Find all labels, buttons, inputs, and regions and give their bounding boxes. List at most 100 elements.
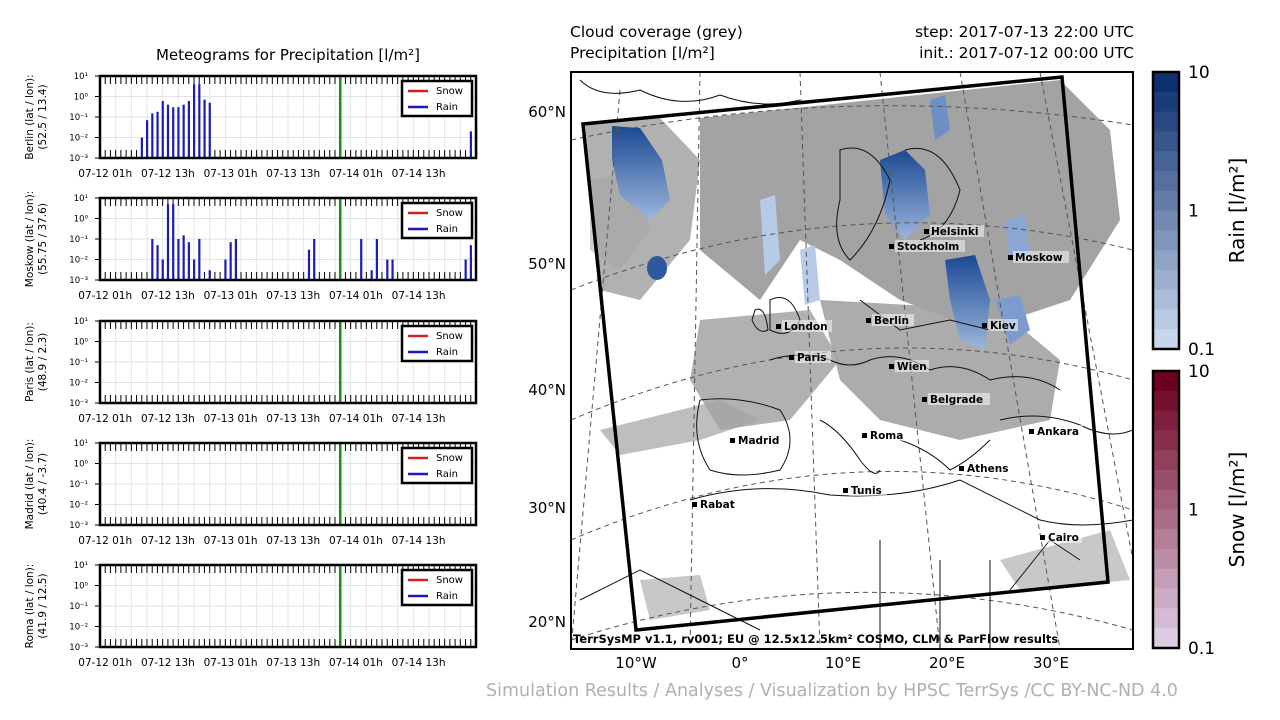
station-coords: (52.5 / 13.4) (37, 84, 49, 149)
station-label: Moskow (lat / lon): (24, 191, 36, 287)
colorbar-tick-label: 10 (1188, 362, 1210, 382)
x-tick-label: 07-14 13h (392, 290, 446, 302)
y-tick-label: 10⁻¹ (69, 358, 88, 368)
y-tick-label: 10⁻² (69, 134, 88, 144)
map-timestamps: step: 2017-07-13 22:00 UTC init.: 2017-0… (860, 22, 1134, 64)
station-coords: (41.9 / 12.5) (37, 573, 49, 638)
y-tick-label: 10⁻³ (69, 643, 88, 653)
station-label: Madrid (lat / lon): (24, 439, 36, 530)
rain-bar (313, 239, 316, 280)
map-title-line1: Cloud coverage (grey) (570, 23, 743, 41)
y-tick-label: 10⁻² (69, 379, 88, 389)
legend-rain-label: Rain (436, 469, 458, 480)
city-tunis: Tunis (843, 484, 887, 497)
svg-text:Belgrade: Belgrade (930, 394, 983, 406)
meteograms-title: Meteograms for Precipitation [l/m²] (155, 46, 420, 64)
colorbar-segment (1153, 329, 1179, 350)
y-tick-label: 10⁻¹ (69, 235, 88, 245)
svg-text:Cairo: Cairo (1048, 532, 1079, 544)
x-tick-label: 07-14 13h (392, 413, 446, 425)
rain-bar (182, 104, 185, 158)
colorbar-segment (1153, 230, 1179, 251)
y-tick-label: 10⁰ (74, 215, 89, 225)
city-ankara: Ankara (1029, 425, 1083, 438)
x-tick-label: 07-12 01h (78, 413, 132, 425)
svg-text:Moskow: Moskow (1015, 252, 1063, 264)
rain-bar (172, 204, 175, 280)
rain-colorbar: 10 1 0.1 Rain [l/m²] (1151, 63, 1249, 360)
y-tick-label: 10⁻³ (69, 154, 88, 164)
colorbar-segment (1153, 91, 1179, 113)
svg-text:Tunis: Tunis (851, 485, 882, 497)
legend-snow-label: Snow (436, 331, 463, 342)
station-label: Paris (lat / lon): (24, 322, 36, 402)
colorbar-segment (1153, 608, 1179, 629)
colorbar-segment (1153, 509, 1179, 530)
colorbar-frame (1151, 70, 1181, 351)
rain-bar (307, 249, 311, 280)
legend: Snow Rain (400, 568, 474, 607)
x-tick-label: 07-13 01h (204, 168, 258, 180)
lon-label-0: 0° (731, 654, 748, 672)
rain-bar (193, 84, 196, 158)
meteogram-roma: 10¹ 10⁰ 10⁻¹ 10⁻² 10⁻³ 07-12 01h 07-12 13h 07-1… (24, 561, 478, 669)
rain-bar (469, 131, 472, 158)
x-tick-label: 07-12 01h (78, 290, 132, 302)
y-tick-label: 10¹ (74, 439, 88, 449)
y-tick-label: 10⁰ (74, 582, 89, 592)
x-tick-label: 07-13 13h (266, 168, 320, 180)
x-tick-label: 07-13 01h (204, 657, 258, 669)
colorbar-segment (1153, 568, 1179, 590)
svg-text:Stockholm: Stockholm (897, 241, 959, 253)
rain-bar (375, 239, 378, 280)
legend-rain-label: Rain (436, 347, 458, 358)
y-tick-label: 10⁻¹ (69, 113, 88, 123)
colorbar-segment (1153, 390, 1179, 412)
colorbar-label: Rain [l/m²] (1225, 158, 1249, 264)
rain-bar (203, 99, 206, 158)
y-tick-label: 10⁻² (69, 501, 88, 511)
rain-bar (166, 204, 170, 280)
colorbar-segment (1153, 588, 1179, 609)
meteogram-paris: 10¹ 10⁰ 10⁻¹ 10⁻² 10⁻³ 07-12 01h 07-12 13h 07-1… (24, 317, 478, 425)
x-tick-label: 07-12 13h (141, 535, 195, 547)
svg-text:Wien: Wien (897, 361, 927, 373)
y-tick-label: 10⁻¹ (69, 602, 88, 612)
legend-box (400, 79, 474, 118)
colorbar-tick-label: 0.1 (1188, 639, 1215, 659)
x-tick-label: 07-12 01h (78, 168, 132, 180)
footer-credit: Simulation Results / Analyses / Visualiz… (486, 681, 1178, 701)
x-tick-label: 07-13 13h (266, 657, 320, 669)
rain-bar (146, 120, 149, 158)
svg-text:Madrid: Madrid (738, 435, 779, 447)
svg-text:London: London (784, 321, 828, 333)
colorbar-segment (1153, 371, 1179, 392)
y-tick-label: 10⁰ (74, 338, 89, 348)
rain-bar (370, 270, 373, 280)
lon-labels: 10°W 0° 10°E 20°E 30°E (615, 654, 1069, 672)
map-frame (570, 71, 1134, 650)
x-tick-label: 07-12 01h (78, 657, 132, 669)
y-tick-label: 10¹ (74, 72, 88, 82)
city-roma: Roma (862, 429, 906, 442)
city-berlin: Berlin (866, 314, 914, 327)
rain-bar (234, 239, 237, 280)
rain-bar (182, 235, 185, 280)
station-label: Roma (lat / lon): (24, 564, 36, 649)
rain-bar (177, 107, 180, 158)
map-init-time: init.: 2017-07-12 00:00 UTC (919, 44, 1134, 62)
rain-bar (156, 111, 159, 158)
rain-bar (172, 107, 175, 158)
legend-box (400, 446, 474, 485)
colorbar-segment (1153, 151, 1179, 172)
meteogram-madrid: 10¹ 10⁰ 10⁻¹ 10⁻² 10⁻³ 07-12 01h 07-12 13h 07-1… (24, 439, 478, 547)
svg-text:Athens: Athens (967, 463, 1008, 475)
x-tick-label: 07-13 13h (266, 535, 320, 547)
station-label: Berlin (lat / lon): (24, 74, 36, 159)
x-tick-label: 07-13 01h (204, 290, 258, 302)
lat-label-40n: 40°N (528, 381, 566, 399)
x-tick-label: 07-14 01h (329, 657, 383, 669)
rain-bar (187, 242, 190, 280)
rain-bar (161, 259, 164, 280)
colorbar-segment (1153, 250, 1179, 271)
